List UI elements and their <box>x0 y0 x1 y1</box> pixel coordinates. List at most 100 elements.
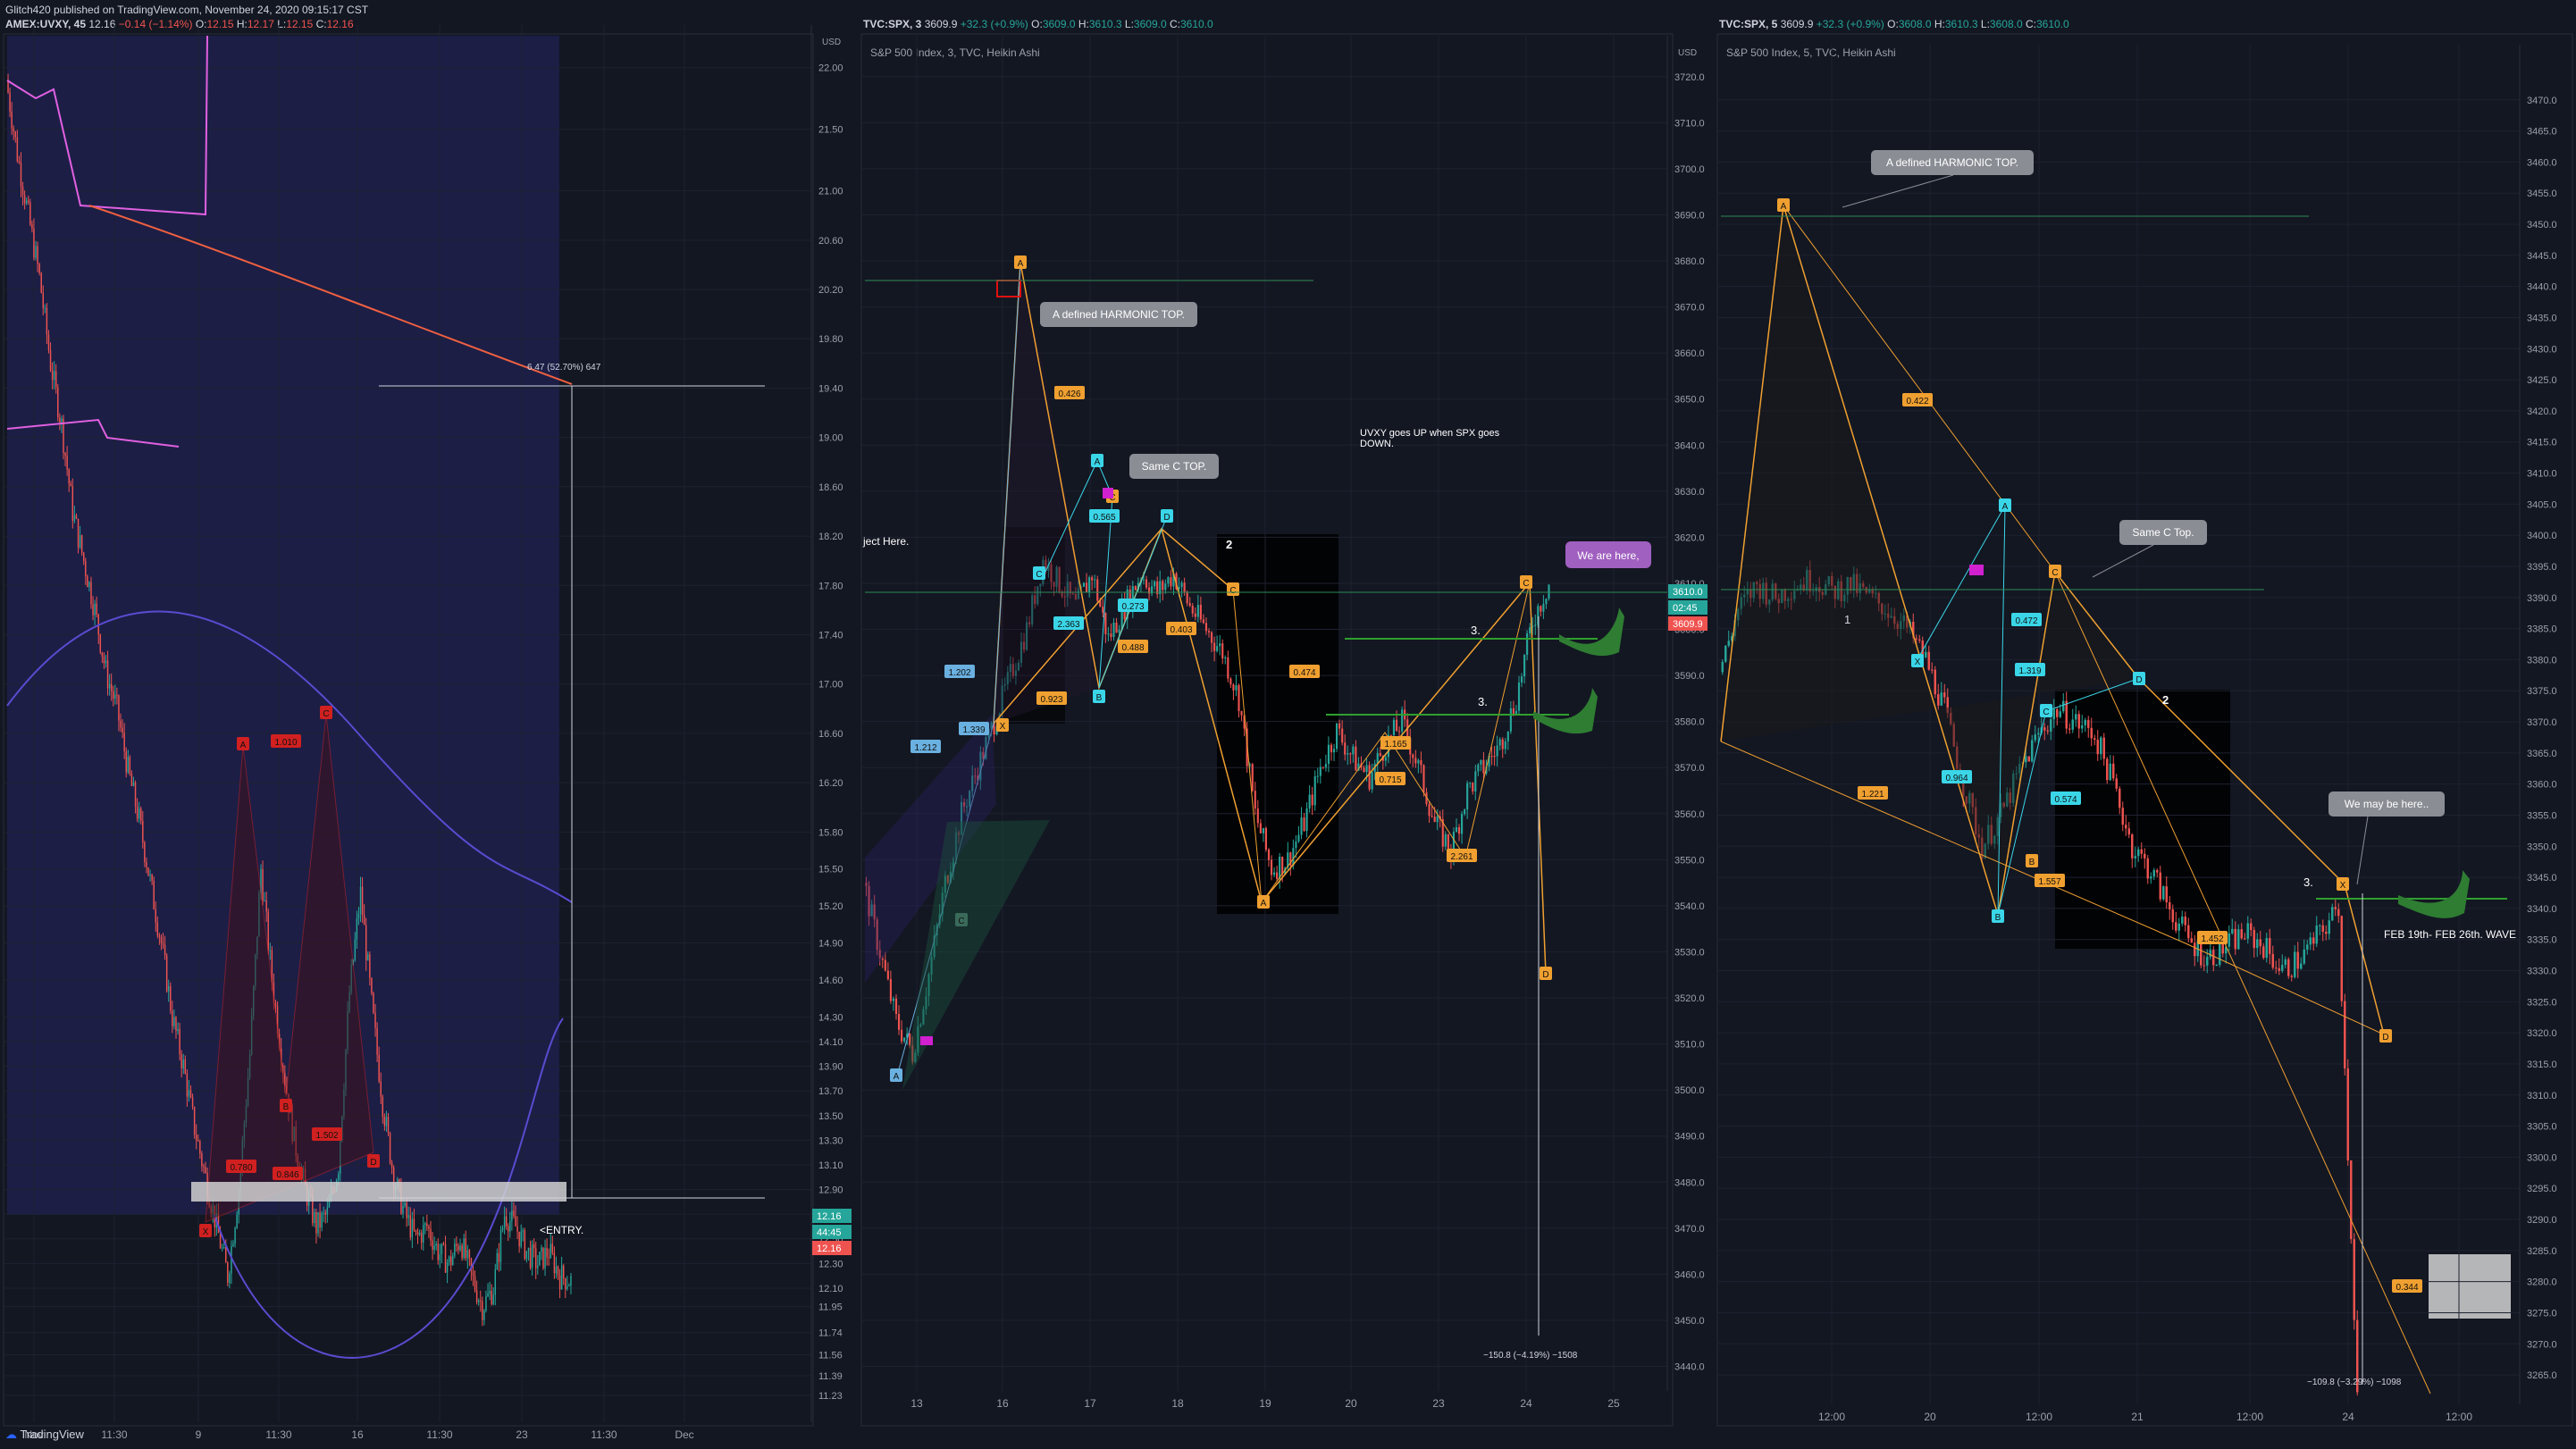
y-tick-label: 3315.0 <box>2527 1060 2557 1070</box>
y-tick-label: 3415.0 <box>2527 438 2557 448</box>
candle-body <box>1297 834 1300 842</box>
candle-body <box>1727 641 1730 646</box>
candle-body <box>1256 808 1259 824</box>
pattern-point-box <box>890 1068 902 1082</box>
candle-body <box>1943 692 1946 698</box>
y-tick-label: 19.00 <box>818 433 843 444</box>
candle-body <box>201 1153 203 1167</box>
x-tick-label: 19 <box>1259 1397 1271 1410</box>
measure-label: 6.47 (52.70%) 647 <box>527 363 601 373</box>
candle-body <box>317 1211 319 1234</box>
pattern-point-box <box>1911 654 1924 667</box>
candle-body <box>225 1247 227 1263</box>
pattern-point-label: D <box>2135 675 2142 685</box>
ratio-box <box>1118 640 1148 653</box>
ratio-label: 1.319 <box>2018 666 2041 676</box>
pattern-point-label: X <box>1000 722 1006 732</box>
y-tick-label: 3410.0 <box>2527 469 2557 480</box>
pattern-point-label: X <box>2340 881 2346 891</box>
candle-body <box>55 371 57 388</box>
candle-body <box>170 985 172 1011</box>
magenta-marker <box>1969 565 1984 575</box>
vwap-line <box>6 35 208 216</box>
y-tick-label: 3435.0 <box>2527 313 2557 323</box>
y-tick-label: 3660.0 <box>1674 348 1705 359</box>
candle-body <box>2287 959 2290 976</box>
candle-body <box>993 722 995 735</box>
ratio-box <box>1942 770 1972 783</box>
y-tick-label: 3425.0 <box>2527 375 2557 386</box>
x-tick-label: 25 <box>1607 1397 1620 1410</box>
ratio-label: 0.344 <box>2396 1283 2418 1293</box>
candle-body <box>1238 685 1240 711</box>
y-tick-label: 3375.0 <box>2527 686 2557 697</box>
y-tick-label: 15.20 <box>818 901 843 912</box>
ratio-box <box>1054 386 1085 399</box>
y-tick-label: 3340.0 <box>2527 904 2557 915</box>
candle-body <box>1186 591 1188 604</box>
candle-body <box>426 1223 428 1227</box>
candle-body <box>1154 581 1156 587</box>
pattern-point-box <box>1161 509 1173 523</box>
candle-body <box>1376 752 1379 764</box>
candle-body <box>1259 823 1262 833</box>
candle-body <box>2350 1160 2353 1240</box>
candle-body <box>282 1065 284 1074</box>
candle-body <box>1523 655 1526 677</box>
candle-body <box>144 842 146 862</box>
y-tick-label: 3500.0 <box>1674 1085 1705 1096</box>
candle-body <box>1246 728 1248 766</box>
y-tick-label: 17.00 <box>818 680 843 691</box>
candle-body <box>2294 951 2296 977</box>
tradingview-brand[interactable]: ☁ TradingView <box>5 1428 84 1442</box>
y-tick-label: 3700.0 <box>1674 164 1705 175</box>
candle-body <box>219 1233 222 1249</box>
pattern-point-label: D <box>1542 970 1548 980</box>
candle-body <box>140 808 142 821</box>
candle-body <box>522 1230 524 1232</box>
candle-body <box>130 774 133 786</box>
candle-body <box>909 1034 911 1046</box>
candle-body <box>1520 676 1523 683</box>
x-tick-label: 12:00 <box>2446 1411 2472 1423</box>
x-tick-label: 21 <box>2131 1411 2144 1423</box>
y-tick-label: 3310.0 <box>2527 1091 2557 1101</box>
candle-body <box>2275 967 2278 969</box>
y-tick-label: 18.60 <box>818 482 843 493</box>
pattern-point-box <box>1520 575 1532 589</box>
vwap-line-2 <box>6 418 180 448</box>
ratio-label: 0.846 <box>276 1170 298 1180</box>
ratio-label: 1.557 <box>2038 877 2060 887</box>
candle-body <box>452 1255 454 1266</box>
candle-body <box>1094 579 1096 581</box>
callout-pointer <box>1842 174 1954 208</box>
candle-body <box>2090 727 2093 739</box>
candle-body <box>193 1107 196 1135</box>
candle-body <box>492 1294 494 1304</box>
candle-body <box>120 720 122 728</box>
candle-body <box>475 1290 478 1302</box>
candle-body <box>1417 759 1420 764</box>
y-tick-label: 3445.0 <box>2527 251 2557 262</box>
candle-body <box>38 264 40 273</box>
candle-body <box>977 775 979 781</box>
candle-body <box>138 808 140 819</box>
pattern-point-label: A <box>894 1072 900 1082</box>
y-tick-label: 3290.0 <box>2527 1215 2557 1226</box>
candle-body <box>2087 719 2090 728</box>
y-tick-label: 3690.0 <box>1674 210 1705 221</box>
ratio-label: 1.010 <box>274 738 297 748</box>
candle-body <box>315 1211 317 1234</box>
candle-body <box>2228 933 2230 947</box>
candle-body <box>2278 967 2280 971</box>
candle-body <box>1172 573 1175 587</box>
candle-body <box>2306 944 2309 950</box>
candle-body <box>382 1096 384 1118</box>
candle-body <box>151 875 153 881</box>
candle-body <box>1349 753 1352 755</box>
candle-body <box>1251 764 1254 792</box>
candle-body <box>71 486 74 522</box>
ratio-box <box>1380 736 1411 750</box>
candle-body <box>969 791 971 807</box>
